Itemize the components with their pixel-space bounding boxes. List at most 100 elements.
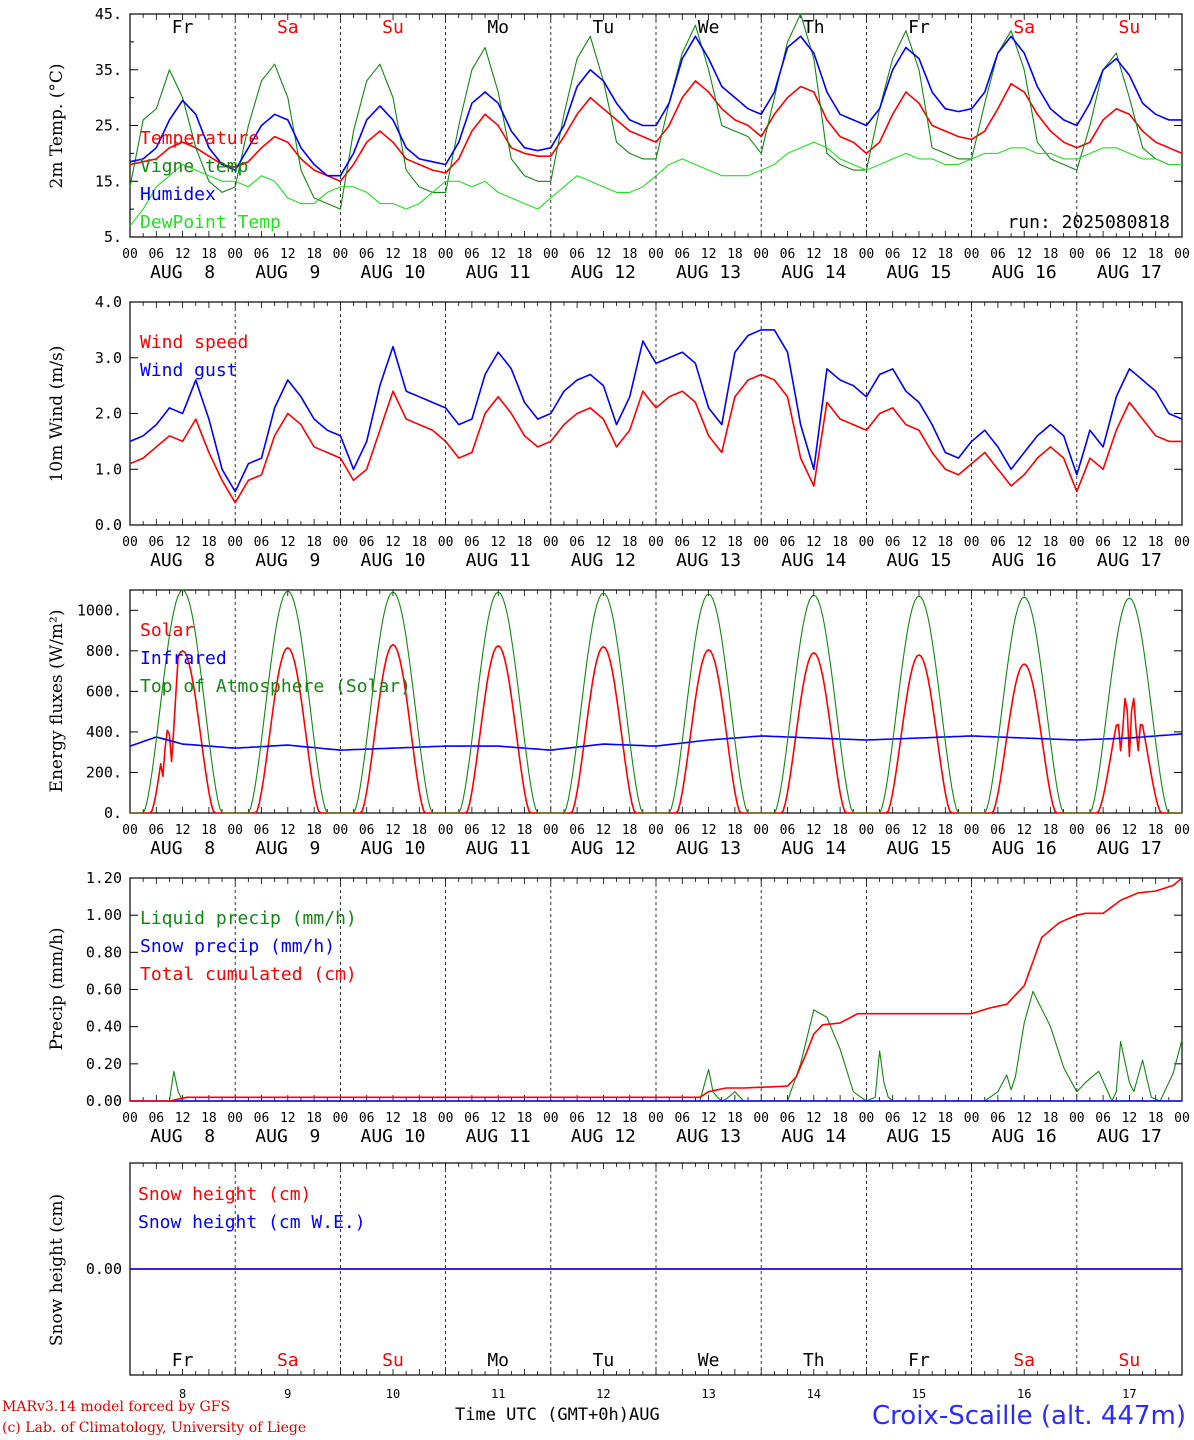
hour-tick-label: 12: [596, 1111, 612, 1126]
hour-tick-label: 18: [517, 823, 533, 838]
hour-tick-label: 00: [859, 1111, 875, 1126]
series-infrared: [129, 733, 1183, 752]
hour-tick-label: 12: [911, 823, 927, 838]
hour-tick-label: 12: [806, 1111, 822, 1126]
hour-tick-label: 00: [964, 823, 980, 838]
hour-tick-label: 18: [937, 247, 953, 262]
weekday-label: Su: [1119, 1350, 1141, 1371]
hour-tick-label: 06: [885, 1111, 901, 1126]
date-labels: AUG 8 AUG 9 AUG 10 AUG 11 AUG 12 AUG 13 AUG 14…: [150, 262, 1162, 283]
hour-tick-label: 18: [306, 535, 322, 550]
day-number: 15: [912, 1387, 926, 1401]
y-axis-label: 2m Temp. (°C): [47, 63, 67, 188]
date-label: AUG 16: [992, 262, 1057, 283]
day-number: 8: [179, 1387, 186, 1401]
hour-tick-label: 00: [227, 247, 243, 262]
hour-tick-label: 18: [1043, 535, 1059, 550]
hour-tick-label: 12: [1122, 823, 1138, 838]
hour-tick-label: 12: [1016, 1111, 1032, 1126]
hour-tick-label: 12: [701, 1111, 717, 1126]
y-tick-label: 4.0: [95, 293, 122, 311]
hour-tick-label: 06: [569, 823, 585, 838]
weekday-label: Sa: [1013, 17, 1035, 38]
hour-tick-label: 06: [885, 823, 901, 838]
date-label: AUG 16: [992, 550, 1057, 571]
hour-tick-label: 00: [543, 247, 559, 262]
hour-tick-label: 00: [753, 1111, 769, 1126]
legend-item: Solar: [140, 620, 194, 641]
hour-tick-label: 00: [859, 823, 875, 838]
date-label: AUG 11: [466, 550, 531, 571]
hour-tick-label: 18: [411, 535, 427, 550]
x-ticks: [129, 1163, 1183, 1375]
hour-tick-label: 18: [411, 247, 427, 262]
legend-item: Wind gust: [140, 360, 238, 381]
hour-tick-label: 06: [359, 1111, 375, 1126]
hour-tick-label: 12: [385, 1111, 401, 1126]
y-tick-label: 400.: [86, 723, 122, 741]
hour-tick-label: 12: [596, 535, 612, 550]
plot-frame: [129, 589, 1183, 814]
legend-item: Snow height (cm W.E.): [138, 1212, 366, 1233]
hour-tick-label: 06: [885, 247, 901, 262]
hour-tick-label: 12: [1016, 535, 1032, 550]
hour-tick-label: 12: [806, 823, 822, 838]
y-tick-label: 1.0: [95, 460, 122, 478]
y-axis-label: Snow height (cm): [47, 1194, 67, 1346]
hour-tick-label: 18: [201, 823, 217, 838]
legend: Liquid precip (mm/h) Snow precip (mm/h) To…: [140, 908, 357, 985]
hour-tick-label: 12: [1016, 823, 1032, 838]
hour-tick-label: 12: [701, 823, 717, 838]
date-label: AUG 12: [571, 550, 636, 571]
hour-tick-label: 00: [122, 823, 138, 838]
hour-tick-label: 12: [175, 247, 191, 262]
date-label: AUG 16: [992, 838, 1057, 859]
day-number: 14: [807, 1387, 821, 1401]
hour-tick-label: 00: [227, 823, 243, 838]
date-label: AUG 13: [676, 838, 741, 859]
panel-energy: 0. 200. 400. 600. 800. 1000. Energy fluxes (W/…: [47, 589, 1190, 859]
hour-tick-label: 06: [254, 535, 270, 550]
hour-tick-label: 00: [1174, 247, 1190, 262]
date-label: AUG 8: [150, 262, 215, 283]
weekday-label: Th: [803, 17, 825, 38]
hour-tick-label: 06: [674, 823, 690, 838]
date-label: AUG 9: [255, 262, 320, 283]
hour-tick-label: 06: [148, 823, 164, 838]
hour-tick-label: 00: [227, 1111, 243, 1126]
hour-tick-label: 18: [937, 1111, 953, 1126]
hour-tick-label: 06: [569, 1111, 585, 1126]
y-tick-label: 0.60: [86, 981, 122, 999]
y-tick-label: 25.: [95, 117, 122, 135]
y-axis-label: Energy fluxes (W/m²): [47, 610, 67, 793]
panel-precip: 0.00 0.20 0.40 0.60 0.80 1.00 1.20 Precip (mm/h…: [47, 869, 1190, 1147]
weekday-label: Fr: [908, 1350, 930, 1371]
y-tick-label: 0.20: [86, 1055, 122, 1073]
x-ticks: [129, 590, 1183, 813]
date-label: AUG 9: [255, 1126, 320, 1147]
hour-tick-label: 18: [306, 1111, 322, 1126]
date-labels: AUG 8 AUG 9 AUG 10 AUG 11 AUG 12 AUG 13 AUG 14…: [150, 550, 1162, 571]
date-label: AUG 17: [1097, 1126, 1162, 1147]
y-axis-label: 10m Wind (m/s): [47, 346, 67, 483]
hour-tick-label: 06: [464, 535, 480, 550]
hour-tick-label: 00: [648, 823, 664, 838]
y-tick-label: 1.20: [86, 869, 122, 887]
date-label: AUG 13: [676, 1126, 741, 1147]
hour-tick-label: 18: [1148, 823, 1164, 838]
legend-item: Total cumulated (cm): [140, 964, 357, 985]
hour-tick-label: 12: [280, 1111, 296, 1126]
hour-tick-label: 12: [1016, 247, 1032, 262]
hour-tick-label: 00: [964, 535, 980, 550]
panel-temperature: 5. 15. 25. 35. 45. 2m Temp. (°C) Temperature Vi…: [47, 5, 1190, 283]
hour-tick-label: 00: [333, 247, 349, 262]
hour-tick-label: 12: [385, 823, 401, 838]
hour-tick-label: 00: [333, 535, 349, 550]
hour-tick-label: 12: [175, 1111, 191, 1126]
y-axis-label: Precip (mm/h): [47, 927, 67, 1050]
y-tick-label: 15.: [95, 172, 122, 190]
hour-tick-label: 18: [1043, 1111, 1059, 1126]
hour-tick-label: 06: [148, 1111, 164, 1126]
lab-credit: (c) Lab. of Climatology, University of L…: [2, 1420, 307, 1436]
